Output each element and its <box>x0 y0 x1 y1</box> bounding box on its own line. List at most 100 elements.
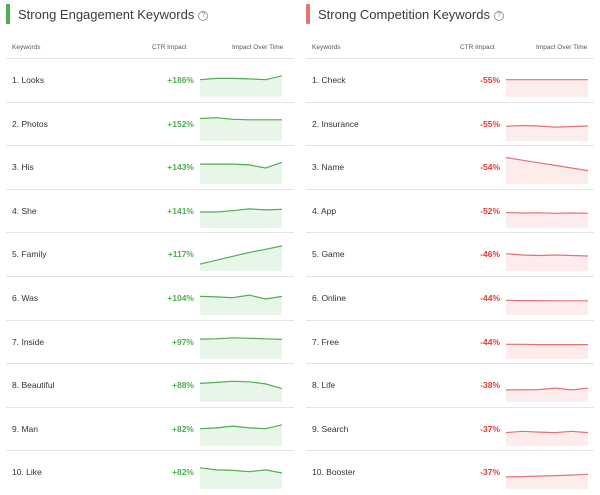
sparkline-line <box>200 467 282 474</box>
keyword-label: 1. Looks <box>12 75 45 85</box>
keyword-label: 5. Family <box>12 249 47 260</box>
engagement-panel: Strong Engagement Keywords? Keywords CTR… <box>6 0 294 495</box>
help-circle-icon[interactable]: ? <box>493 11 504 21</box>
sparkline-area <box>200 246 282 272</box>
ctr-impact-value: +152% <box>167 118 194 129</box>
sparkline-area <box>200 337 282 359</box>
ctr-impact-value: +141% <box>167 205 194 216</box>
impact-sparkline <box>506 430 588 446</box>
sparkline-area <box>506 157 588 185</box>
sparkline-area <box>506 254 588 272</box>
ctr-impact-value: -38% <box>480 380 500 391</box>
competition-header: Strong Competition Keywords? <box>306 0 594 30</box>
impact-sparkline <box>200 208 282 228</box>
impact-sparkline <box>506 157 588 185</box>
competition-col-impact[interactable]: Impact Over Time <box>536 44 588 51</box>
competition-row[interactable]: 7. Free -44% <box>306 319 594 364</box>
competition-title-text: Strong Competition Keywords <box>318 7 490 22</box>
impact-sparkline <box>200 245 282 272</box>
competition-row[interactable]: 2. Insurance -55% <box>306 101 594 146</box>
ctr-impact-value: +97% <box>172 336 194 347</box>
competition-row[interactable]: 10. Booster -37% <box>306 450 594 494</box>
competition-panel: Strong Competition Keywords? Keywords CT… <box>306 0 594 495</box>
competition-row[interactable]: 3. Name -54% <box>306 145 594 189</box>
ctr-impact-value: +186% <box>167 75 194 85</box>
impact-sparkline <box>200 75 282 97</box>
impact-sparkline <box>506 253 588 272</box>
ctr-impact-value: -37% <box>480 467 500 478</box>
impact-sparkline <box>200 294 282 315</box>
sparkline-area <box>506 212 588 228</box>
engagement-col-ctr[interactable]: CTR Impact <box>152 44 187 51</box>
competition-row[interactable]: 8. Life -38% <box>306 363 594 407</box>
keyword-label: 2. Photos <box>12 118 48 129</box>
keyword-label: 4. She <box>12 205 37 216</box>
engagement-row[interactable]: 6. Was +104% <box>6 275 294 320</box>
sparkline-area <box>200 75 282 97</box>
engagement-row[interactable]: 2. Photos +152% <box>6 101 294 146</box>
engagement-title-text: Strong Engagement Keywords <box>18 7 195 22</box>
keyword-label: 10. Like <box>12 467 42 478</box>
engagement-row[interactable]: 1. Looks +186% <box>6 58 294 102</box>
sparkline-area <box>200 468 282 490</box>
sparkline-line <box>506 157 588 172</box>
competition-col-keywords[interactable]: Keywords <box>312 44 341 51</box>
sparkline-area <box>200 208 282 228</box>
competition-accent-bar <box>306 4 310 24</box>
ctr-impact-value: +88% <box>172 380 194 391</box>
ctr-impact-value: -37% <box>480 423 500 434</box>
impact-sparkline <box>200 116 282 141</box>
sparkline-area <box>506 388 588 403</box>
engagement-row[interactable]: 5. Family +117% <box>6 232 294 276</box>
sparkline-area <box>506 474 588 490</box>
sparkline-area <box>200 295 282 315</box>
sparkline-line <box>200 336 282 340</box>
ctr-impact-value: +104% <box>167 292 194 303</box>
sparkline-line <box>506 474 588 478</box>
ctr-impact-value: -52% <box>480 205 500 216</box>
engagement-col-impact[interactable]: Impact Over Time <box>232 44 284 51</box>
keyword-label: 6. Was <box>12 292 39 303</box>
engagement-rows: 1. Looks +186% 2. Photos +152% 3. His +143% 4.… <box>6 58 294 494</box>
competition-row[interactable]: 9. Search -37% <box>306 406 594 451</box>
competition-col-ctr[interactable]: CTR Impact <box>460 44 495 51</box>
engagement-row[interactable]: 9. Man +82% <box>6 406 294 451</box>
ctr-impact-value: -46% <box>480 249 500 260</box>
impact-sparkline <box>200 380 282 403</box>
competition-row[interactable]: 6. Online -44% <box>306 275 594 320</box>
engagement-row[interactable]: 10. Like +82% <box>6 450 294 494</box>
sparkline-line <box>200 380 282 390</box>
ctr-impact-value: +82% <box>172 467 194 478</box>
impact-sparkline <box>506 343 588 359</box>
ctr-impact-value: -44% <box>480 336 500 347</box>
impact-sparkline <box>506 387 588 403</box>
impact-sparkline <box>200 336 282 359</box>
engagement-title: Strong Engagement Keywords? <box>18 7 209 22</box>
impact-sparkline <box>506 79 588 97</box>
sparkline-area <box>200 424 282 446</box>
keyword-label: 8. Beautiful <box>12 380 55 391</box>
competition-row[interactable]: 5. Game -46% <box>306 232 594 276</box>
keyword-label: 7. Free <box>312 336 339 347</box>
competition-row[interactable]: 1. Check -55% <box>306 58 594 102</box>
engagement-row[interactable]: 3. His +143% <box>6 145 294 189</box>
ctr-impact-value: +117% <box>167 249 194 260</box>
sparkline-area <box>506 79 588 97</box>
keyword-label: 2. Insurance <box>312 118 359 129</box>
ctr-impact-value: -55% <box>480 118 500 129</box>
engagement-row[interactable]: 8. Beautiful +88% <box>6 363 294 407</box>
competition-row[interactable]: 4. App -52% <box>306 188 594 233</box>
engagement-row[interactable]: 4. She +141% <box>6 188 294 233</box>
engagement-col-keywords[interactable]: Keywords <box>12 44 41 51</box>
sparkline-line <box>506 211 588 214</box>
help-circle-icon[interactable]: ? <box>198 11 209 21</box>
sparkline-area <box>506 125 588 141</box>
sparkline-line <box>200 245 282 266</box>
impact-sparkline <box>506 124 588 141</box>
sparkline-line <box>506 387 588 391</box>
engagement-row[interactable]: 7. Inside +97% <box>6 319 294 364</box>
sparkline-line <box>506 299 588 302</box>
ctr-impact-value: +143% <box>167 162 194 173</box>
sparkline-line <box>200 208 282 213</box>
ctr-impact-value: +82% <box>172 423 194 434</box>
